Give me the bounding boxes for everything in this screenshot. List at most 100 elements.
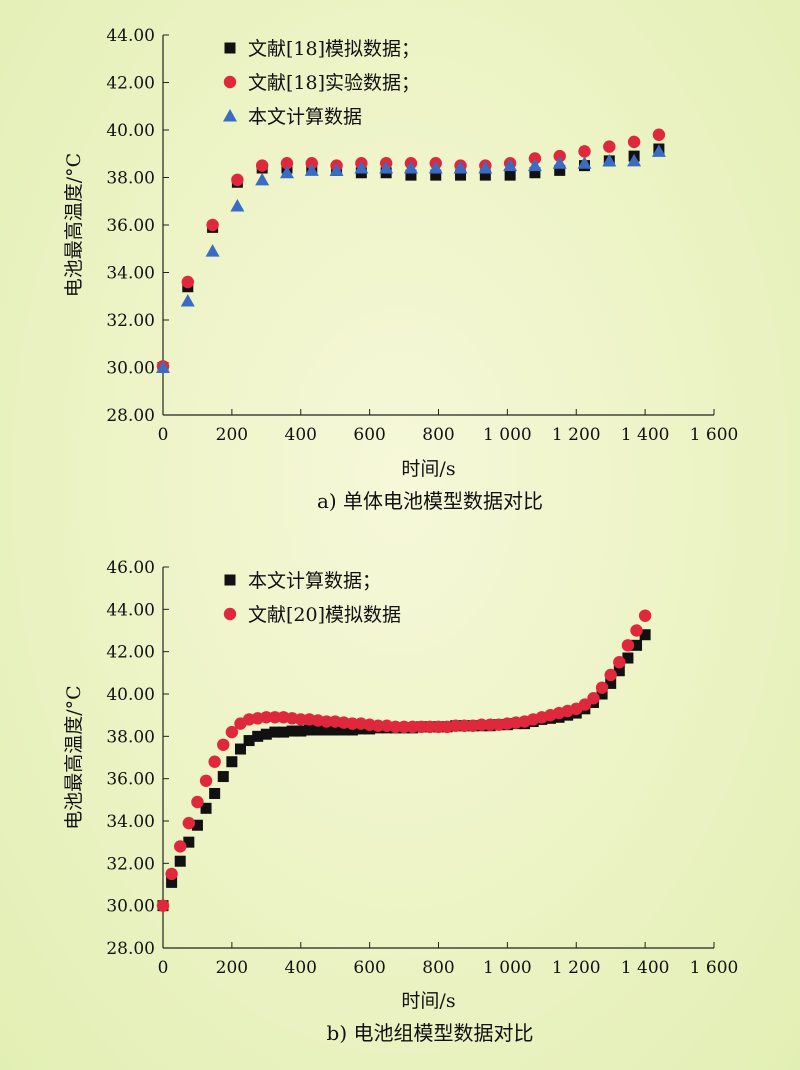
data-point — [321, 724, 333, 736]
y-tick-label: 28.00 — [106, 939, 155, 959]
data-point — [338, 724, 350, 736]
data-point — [428, 161, 443, 174]
data-point — [329, 724, 341, 736]
legend-marker-circle — [223, 607, 237, 621]
data-point — [528, 152, 542, 165]
legend: 文献[18]模拟数据； 文献[18]实验数据； 本文计算数据 — [223, 38, 420, 128]
x-tick-label: 1 400 — [621, 425, 670, 445]
x-tick-label: 600 — [353, 425, 385, 445]
x-axis-title: 时间/s — [401, 990, 455, 1012]
chart-a: 28.00 30.00 32.00 34.00 36.00 38.00 40.00 42.00… — [63, 26, 738, 513]
data-point — [596, 688, 608, 700]
data-point — [183, 836, 195, 848]
data-point — [346, 724, 358, 736]
data-point — [205, 244, 220, 257]
data-point — [226, 756, 238, 768]
legend-label: 本文计算数据 — [248, 106, 362, 128]
x-tick-label: 400 — [285, 958, 317, 978]
y-tick-label: 40.00 — [106, 121, 155, 141]
data-point — [165, 867, 178, 881]
data-point — [483, 718, 497, 731]
data-point — [268, 711, 282, 724]
data-point — [379, 161, 394, 174]
data-point — [303, 724, 315, 736]
x-tick-label: 200 — [216, 425, 248, 445]
legend: 本文计算数据； 文献[20]模拟数据 — [223, 570, 401, 626]
data-point — [199, 774, 213, 787]
data-point — [449, 719, 462, 732]
data-point — [209, 787, 221, 799]
y-tick-label: 28.00 — [106, 406, 155, 426]
data-point — [621, 639, 635, 652]
data-point — [260, 711, 273, 724]
y-tick-label: 40.00 — [106, 685, 155, 705]
data-point — [627, 135, 641, 149]
y-tick-label: 30.00 — [106, 897, 155, 917]
data-point — [260, 728, 272, 740]
data-point — [578, 145, 591, 158]
data-point — [406, 720, 419, 734]
data-point — [286, 725, 298, 737]
data-point — [577, 156, 592, 169]
x-tick-label: 1 600 — [690, 958, 739, 978]
chart-caption: b) 电池组模型数据对比 — [327, 1021, 534, 1045]
data-point — [478, 161, 493, 174]
data-point — [605, 677, 617, 689]
data-point — [405, 169, 417, 181]
x-tick-label: 1 200 — [552, 425, 601, 445]
data-point — [200, 802, 212, 814]
data-point — [217, 771, 229, 783]
data-point — [182, 816, 196, 830]
x-tick-label: 0 — [158, 425, 169, 445]
data-point — [652, 128, 666, 141]
data-point — [174, 855, 186, 867]
data-point — [372, 719, 385, 732]
data-point — [329, 163, 344, 176]
data-point — [208, 755, 221, 768]
data-point — [627, 153, 642, 167]
x-tick-label: 0 — [158, 958, 169, 978]
x-axis-title: 时间/s — [401, 458, 455, 480]
data-point — [234, 743, 246, 755]
data-point — [231, 173, 244, 187]
data-point — [553, 149, 566, 163]
data-point — [206, 218, 219, 232]
x-tick-label: 1 600 — [690, 425, 739, 445]
data-point — [180, 294, 195, 307]
data-point — [604, 668, 617, 682]
data-point — [304, 163, 319, 176]
y-tick-label: 44.00 — [106, 26, 155, 46]
data-point — [622, 652, 634, 664]
y-tick-label: 42.00 — [106, 643, 155, 663]
x-tick-label: 1 400 — [621, 958, 670, 978]
data-point — [423, 720, 437, 734]
data-point — [294, 713, 307, 726]
legend-marker-circle — [223, 75, 237, 89]
y-axis-title: 电池最高温度/°C — [63, 685, 85, 829]
data-point — [397, 720, 411, 734]
data-point — [312, 724, 324, 736]
data-point — [432, 720, 445, 734]
data-point — [354, 161, 369, 174]
data-point — [630, 624, 643, 637]
data-point — [217, 738, 230, 751]
data-point — [613, 656, 626, 669]
x-tick-label: 800 — [422, 425, 454, 445]
data-point — [475, 718, 488, 731]
x-tick-label: 400 — [285, 425, 317, 445]
y-tick-label: 42.00 — [106, 74, 155, 94]
x-tick-label: 600 — [353, 958, 385, 978]
data-point — [174, 840, 187, 853]
data-point — [255, 172, 270, 186]
data-point — [191, 819, 203, 831]
data-point — [230, 199, 245, 212]
x-tick-label: 1 000 — [483, 425, 532, 445]
y-tick-label: 30.00 — [106, 359, 155, 379]
data-point — [320, 715, 333, 728]
data-point — [595, 681, 609, 694]
y-tick-label: 32.00 — [106, 311, 155, 331]
y-tick-label: 34.00 — [106, 812, 155, 832]
data-point — [403, 161, 418, 174]
data-point — [651, 144, 666, 157]
data-point — [156, 899, 170, 912]
